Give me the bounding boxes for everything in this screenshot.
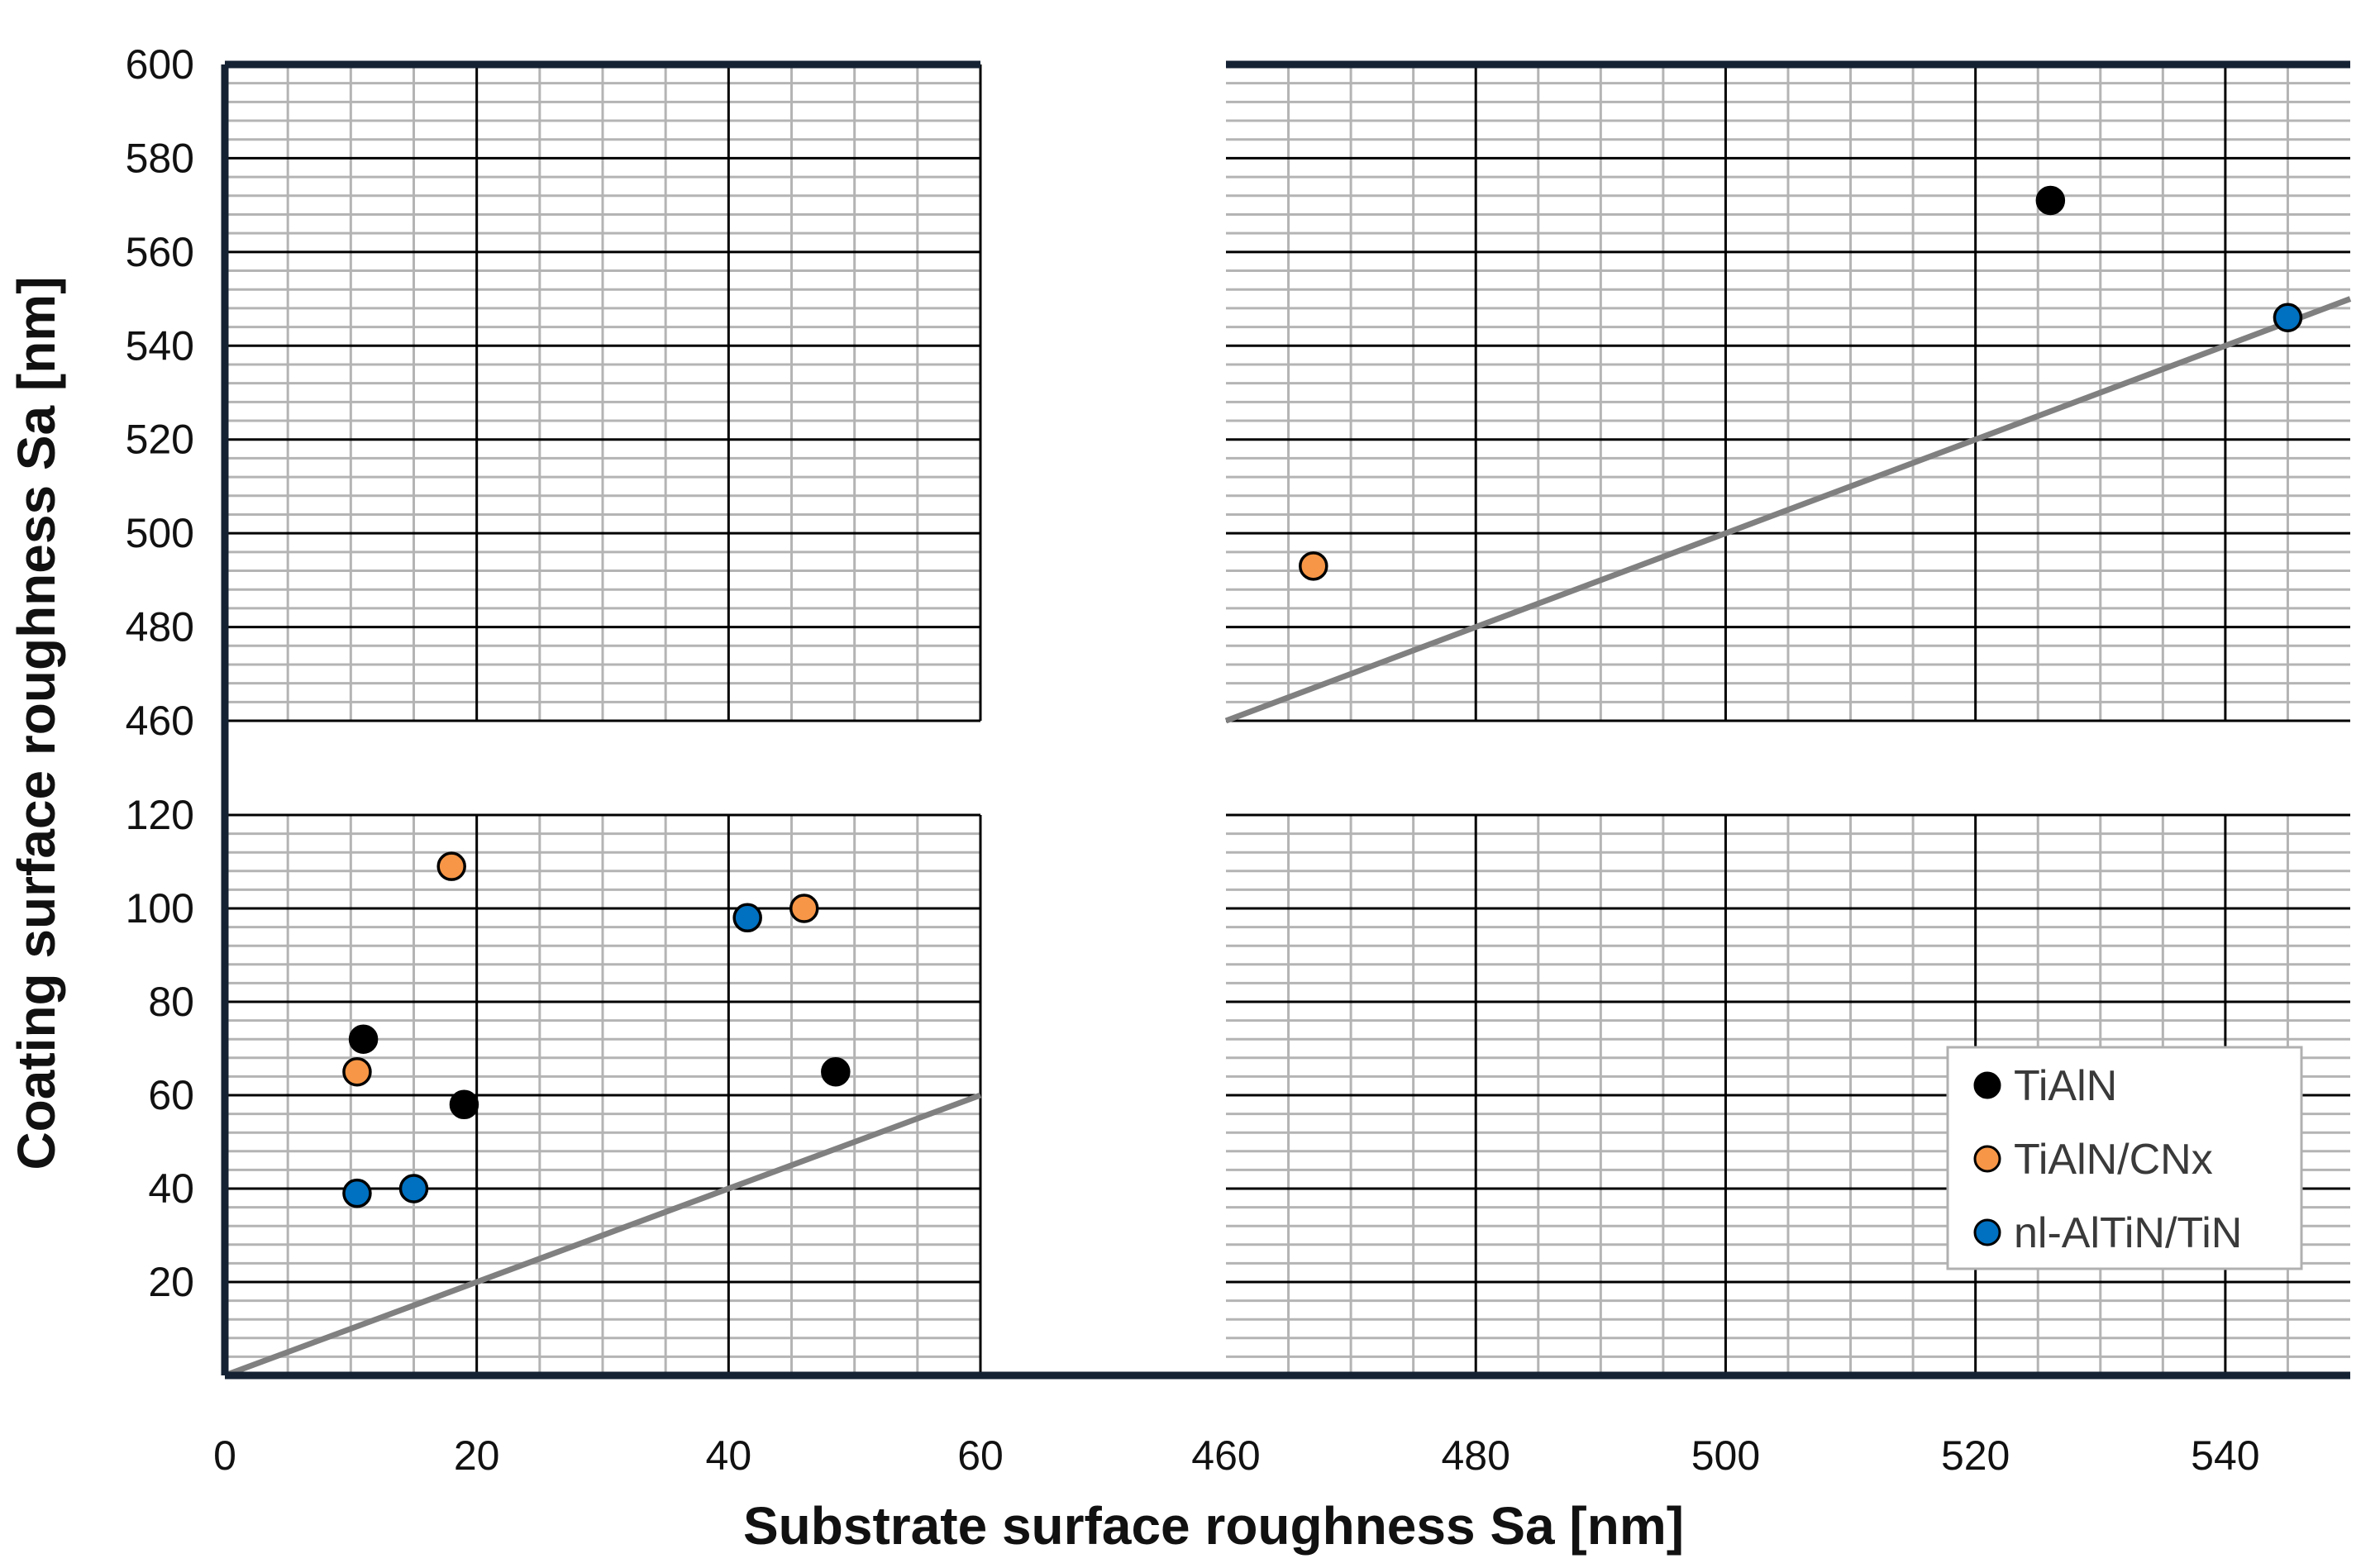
y-tick-label: 40 bbox=[148, 1165, 194, 1212]
point-tialn bbox=[821, 1057, 851, 1087]
y-tick-label: 480 bbox=[126, 604, 194, 651]
y-axis-title: Coating surface roughness Sa [nm] bbox=[7, 276, 66, 1170]
legend-marker-tialn bbox=[1973, 1071, 2001, 1099]
point-tialn bbox=[449, 1089, 479, 1120]
point-nl-altin-tin bbox=[342, 1178, 372, 1208]
point-tialn-cnx bbox=[436, 851, 466, 881]
x-tick-label: 480 bbox=[1442, 1432, 1510, 1479]
y-tick-label: 460 bbox=[126, 698, 194, 744]
point-tialn-cnx bbox=[342, 1057, 372, 1087]
legend-label-tialn: TiAlN bbox=[2014, 1062, 2117, 1110]
point-nl-altin-tin bbox=[2273, 303, 2303, 333]
legend-item-tialn: TiAlN bbox=[1973, 1062, 2117, 1110]
panel-frame-layer bbox=[221, 60, 2350, 1380]
y-tick-label: 560 bbox=[126, 229, 194, 275]
point-tialn bbox=[2035, 185, 2066, 216]
legend-box bbox=[1946, 1046, 2303, 1270]
x-tick-label: 0 bbox=[213, 1432, 236, 1479]
x-tick-label: 540 bbox=[2191, 1432, 2259, 1479]
point-tialn bbox=[348, 1024, 379, 1054]
reference-line-y-equals-x bbox=[223, 1092, 982, 1379]
legend-marker-nl-altin-tin bbox=[1973, 1218, 2001, 1246]
grid-layer bbox=[225, 63, 2350, 1375]
legend-marker-tialn-cnx bbox=[1973, 1145, 2001, 1173]
point-nl-altin-tin bbox=[732, 903, 762, 933]
legend-item-tialn-cnx: TiAlN/CNx bbox=[1973, 1136, 2213, 1184]
y-tick-label: 520 bbox=[126, 417, 194, 463]
point-tialn-cnx bbox=[789, 894, 819, 923]
y-tick-label: 500 bbox=[126, 510, 194, 556]
reference-line-layer bbox=[223, 296, 2352, 1379]
tick-labels-layer: 0 20 40 60 460 480 500 520 540 20 40 60 80 100 120 460 4… bbox=[126, 41, 2260, 1479]
x-tick-label: 460 bbox=[1191, 1432, 1260, 1479]
x-tick-label: 60 bbox=[957, 1432, 1004, 1479]
y-tick-label: 600 bbox=[126, 41, 194, 88]
x-tick-label: 20 bbox=[454, 1432, 500, 1479]
y-tick-label: 60 bbox=[148, 1072, 194, 1118]
legend-label-nl-altin-tin: nl-AlTiN/TiN bbox=[2014, 1209, 2242, 1257]
x-tick-label: 40 bbox=[706, 1432, 752, 1479]
x-tick-label: 500 bbox=[1691, 1432, 1760, 1479]
y-tick-label: 540 bbox=[126, 322, 194, 369]
y-tick-label: 80 bbox=[148, 979, 194, 1025]
y-tick-label: 100 bbox=[126, 885, 194, 932]
data-points-layer bbox=[342, 185, 2303, 1208]
x-axis-title: Substrate surface roughness Sa [nm] bbox=[743, 1496, 1684, 1556]
legend-item-nl-altin-tin: nl-AlTiN/TiN bbox=[1973, 1209, 2242, 1257]
y-tick-label: 20 bbox=[148, 1259, 194, 1305]
y-tick-label: 120 bbox=[126, 792, 194, 838]
legend: TiAlN TiAlN/CNx nl-AlTiN/TiN bbox=[1946, 1046, 2303, 1270]
point-nl-altin-tin bbox=[398, 1174, 429, 1203]
legend-label-tialn-cnx: TiAlN/CNx bbox=[2014, 1136, 2213, 1184]
x-tick-label: 520 bbox=[1941, 1432, 2010, 1479]
reference-line-y-equals-x bbox=[1224, 296, 2352, 724]
point-tialn-cnx bbox=[1299, 551, 1328, 581]
y-tick-label: 580 bbox=[126, 135, 194, 181]
